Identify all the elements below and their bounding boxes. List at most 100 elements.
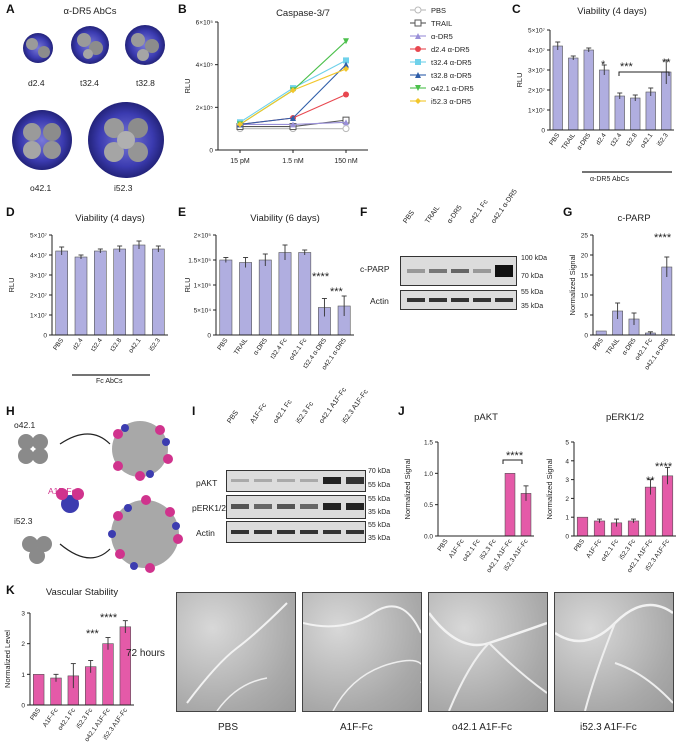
blot-f-lane-3: α-DR5: [446, 204, 464, 225]
y-tick-label: 5: [565, 440, 569, 447]
structure-i52-3: [88, 102, 164, 178]
panel-letter-j: J: [398, 404, 405, 418]
panel-letter-a: A: [6, 2, 15, 16]
y-tick-label: 1.0: [424, 471, 433, 478]
y-tick-label: 25: [581, 233, 589, 240]
sig-k-1: ***: [86, 628, 99, 640]
label-t32-4: t32.4: [80, 78, 99, 88]
y-tick-label: 0.5: [424, 502, 433, 509]
data-point: [343, 38, 349, 45]
x-tick-label: α-DR5: [252, 337, 269, 357]
blot-f-marker-4: 35 kDa: [521, 303, 544, 310]
time-label: 72 hours: [126, 648, 165, 659]
bar: [278, 252, 292, 336]
panel-a-structures: [12, 25, 165, 178]
bar: [258, 259, 272, 336]
panel-j-bracket: [502, 459, 523, 464]
panel-letter-g: G: [563, 205, 573, 219]
legend-marker: [415, 98, 421, 104]
x-tick-label: A1F-Fc: [42, 707, 60, 729]
y-tick-label: 0: [565, 534, 569, 541]
panel-letter-b: B: [178, 2, 187, 16]
y-tick-label: 5: [584, 313, 588, 320]
panel-a-title: α-DR5 AbCs: [63, 6, 117, 17]
data-point: [290, 87, 296, 94]
y-tick-label: 0: [43, 333, 47, 340]
structure-o42-1: [12, 110, 72, 170]
structure-t32-8: [125, 25, 165, 65]
y-tick-label: 4×10⁷: [30, 253, 48, 260]
bar: [298, 252, 312, 336]
micrograph-i52-a1f: [554, 592, 674, 712]
y-tick-label: 3: [21, 611, 25, 618]
data-point: [343, 91, 349, 98]
legend-marker: [415, 59, 421, 65]
legend-label: t32.4 α-DR5: [431, 58, 472, 67]
micrograph-o42-a1f: [428, 592, 548, 712]
y-tick-label: 3: [565, 477, 569, 484]
y-tick-label: 2×10⁷: [528, 88, 546, 95]
bar: [50, 677, 62, 706]
blot-i-marker-2: 55 kDa: [368, 482, 391, 489]
bar: [119, 626, 132, 706]
legend-marker: [415, 72, 421, 78]
blot-i-marker-3: 55 kDa: [368, 496, 391, 503]
y-tick-label: 4: [565, 458, 569, 465]
y-tick-label: 1: [21, 672, 25, 679]
label-d2-4: d2.4: [28, 78, 45, 88]
y-tick-label: 3×10⁷: [528, 68, 546, 75]
legend-marker: [414, 6, 422, 14]
legend-marker: [415, 85, 421, 91]
y-axis-label: Normalized Signal: [403, 458, 412, 519]
y-tick-label: 0: [209, 148, 213, 155]
bar: [627, 520, 640, 537]
chart-title: Viability (4 days): [577, 6, 647, 17]
sig-e-1: ****: [312, 271, 330, 283]
y-tick-label: 4×10⁵: [196, 62, 214, 69]
y-tick-label: 2: [21, 641, 25, 648]
chart-title: Vascular Stability: [46, 587, 118, 598]
panel-d-group-label: Fc AbCs: [96, 378, 123, 385]
blot-i-marker-4: 35 kDa: [368, 509, 391, 516]
blot-f-lane-2: TRAIL: [424, 204, 442, 225]
label-h-o42: o42.1: [14, 420, 36, 430]
legend-label: o42.1 α-DR5: [431, 84, 474, 93]
sig-j-erk-1: **: [646, 475, 655, 487]
blot-f-row-cparp: c-PARP: [360, 264, 390, 274]
legend-label: t32.8 α-DR5: [431, 71, 472, 80]
legend-label: α-DR5: [431, 32, 453, 41]
viability-6day-chart: Viability (6 days) 0 5×10⁴ 1×10⁵ 1.5×10⁵ 2×10…: [183, 213, 354, 371]
y-tick-label: 0: [584, 333, 588, 340]
y-axis-label: Normalized Level: [3, 630, 12, 688]
micrograph-label-1: PBS: [218, 722, 239, 733]
blot-i-marker-5: 55 kDa: [368, 522, 391, 529]
y-axis-label: RLU: [7, 277, 16, 292]
chart-title: c-PARP: [617, 213, 650, 224]
label-t32-8: t32.8: [136, 78, 155, 88]
blot-f-marker-3: 55 kDa: [521, 289, 544, 296]
y-tick-label: 6×10⁵: [196, 20, 214, 27]
x-tick-label: 1.5 nM: [282, 158, 304, 165]
y-tick-label: 4×10⁷: [528, 48, 546, 55]
data-point: [343, 65, 349, 72]
y-axis-label: Normalized Signal: [545, 458, 554, 519]
panel-c-group-label: α-DR5 AbCs: [590, 176, 630, 183]
y-tick-label: 5×10⁷: [528, 28, 546, 35]
blot-f-lane-1: PBS: [402, 209, 417, 225]
y-tick-label: 1×10⁵: [194, 283, 212, 290]
x-tick-label: TRAIL: [605, 337, 622, 356]
data-point: [290, 121, 296, 128]
y-axis-label: RLU: [183, 277, 192, 292]
blot-i-marker-6: 35 kDa: [368, 535, 391, 542]
x-tick-label: PBS: [592, 337, 606, 352]
data-point: [290, 115, 296, 121]
label-i52-3: i52.3: [114, 183, 133, 193]
x-tick-label: PBS: [216, 337, 230, 352]
chart-title: pAKT: [474, 412, 498, 423]
micrograph-pbs: [176, 592, 296, 712]
x-tick-label: 150 nM: [334, 158, 358, 165]
label-h-i52: i52.3: [14, 516, 33, 526]
panel-d-bracket: [72, 374, 150, 376]
y-axis-label: Normalized Signal: [568, 254, 577, 315]
